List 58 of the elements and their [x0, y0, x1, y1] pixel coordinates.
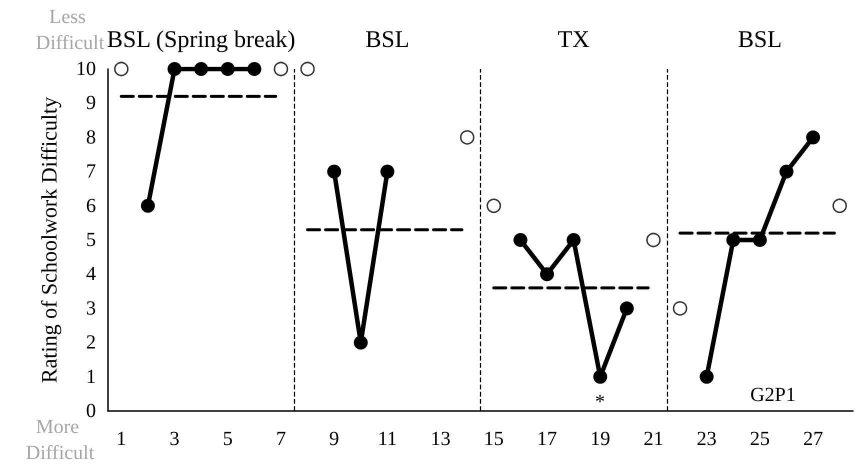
- text: TX: [558, 27, 590, 53]
- x-tick-label: 9: [329, 428, 340, 450]
- text: BSL: [738, 27, 782, 53]
- point: [779, 164, 794, 179]
- annotation: G2P1: [750, 384, 796, 406]
- text: BSL: [365, 27, 410, 53]
- y-tick-label: 7: [86, 160, 96, 183]
- point: [460, 130, 474, 145]
- point: [300, 62, 315, 76]
- point: [672, 301, 688, 316]
- x-tick-label: 15: [484, 428, 504, 450]
- point: [700, 370, 714, 384]
- y-tick-label: 6: [86, 194, 96, 217]
- y-tick-label: 10: [76, 58, 96, 80]
- text: Less Difficult: [36, 6, 105, 54]
- point: [380, 164, 394, 179]
- x-tick-label: 1: [116, 428, 126, 450]
- y-tick-label: 1: [86, 366, 96, 388]
- point: [593, 370, 608, 384]
- y-tick-label: 3: [86, 297, 96, 320]
- point: [220, 62, 235, 76]
- point: [620, 301, 634, 316]
- point: [247, 62, 262, 76]
- y-axis-title: Rating of Schoolwork Difficulty: [36, 96, 62, 384]
- x-tick-label: 11: [378, 428, 398, 450]
- point: [540, 267, 554, 282]
- x-tick-label: 5: [222, 428, 233, 450]
- x-tick-label: 23: [696, 428, 717, 450]
- point: [194, 62, 208, 76]
- y-tick-label: 2: [86, 332, 96, 354]
- x-tick-label: 17: [537, 428, 558, 450]
- point: [274, 62, 288, 76]
- annotation: *: [595, 391, 605, 413]
- point: [646, 232, 661, 248]
- x-tick-label: 13: [430, 428, 451, 450]
- point: [513, 233, 528, 247]
- x-tick-label: 27: [803, 428, 824, 450]
- x-tick-label: 7: [276, 428, 286, 450]
- point: [114, 62, 129, 76]
- y-tick-label: 9: [86, 92, 96, 114]
- point: [806, 130, 820, 144]
- point: [566, 233, 581, 247]
- point: [354, 336, 368, 350]
- point: [486, 198, 502, 214]
- point: [168, 62, 182, 76]
- point: [832, 198, 847, 214]
- x-tick-label: 19: [590, 428, 610, 450]
- point: [726, 233, 740, 247]
- point: [140, 198, 155, 213]
- text: BSL (Spring break): [106, 27, 296, 53]
- y-tick-label: 5: [86, 229, 96, 251]
- y-tick-label: 8: [86, 126, 96, 148]
- x-tick-label: 25: [750, 428, 770, 450]
- x-tick-label: 3: [170, 428, 180, 450]
- point: [752, 233, 767, 247]
- x-tick-label: 21: [643, 428, 664, 450]
- point: [327, 164, 342, 179]
- y-tick-label: 4: [86, 263, 96, 286]
